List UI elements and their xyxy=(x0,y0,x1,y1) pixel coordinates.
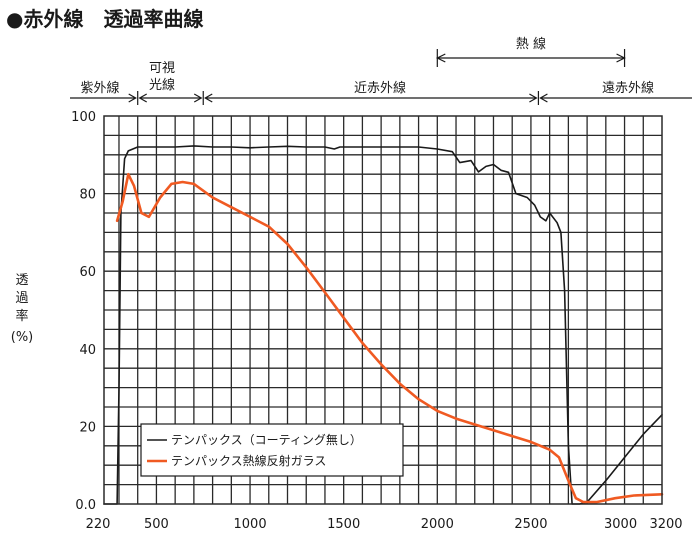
plot-border xyxy=(103,115,663,505)
heat-band-label: 熱 線 xyxy=(516,36,546,52)
plot-frame xyxy=(103,115,663,505)
y-axis-label: 透過率 (%) xyxy=(11,273,34,345)
region-label: 光線 xyxy=(149,77,175,93)
y-axis-label-char: 過 xyxy=(15,291,28,306)
x-tick-label: 500 xyxy=(144,517,169,532)
y-axis-label-char: 透 xyxy=(15,273,28,288)
legend: テンパックス（コーティング無し） テンパックス熱線反射ガラス xyxy=(140,423,404,477)
y-tick-label: 60 xyxy=(79,265,96,280)
y-tick-label: 80 xyxy=(79,188,96,203)
region-label-bg xyxy=(76,79,124,95)
x-tick-label: 3000 xyxy=(604,517,637,532)
legend-box xyxy=(140,423,404,477)
arrow-head xyxy=(193,93,203,103)
y-tick-label: 0.0 xyxy=(75,498,96,513)
x-tick-label: 3200 xyxy=(649,517,682,532)
y-axis-label-char: 率 xyxy=(15,308,28,324)
arrow-head xyxy=(616,53,626,63)
arrow-head xyxy=(539,93,548,103)
region-label: 紫外線 xyxy=(80,80,119,96)
y-axis-unit: (%) xyxy=(11,330,34,345)
y-tick-label: 20 xyxy=(79,420,96,435)
arrow-head xyxy=(204,93,213,103)
y-tick-label: 40 xyxy=(79,343,96,358)
legend-entry: テンパックス熱線反射ガラス xyxy=(171,453,326,468)
region-label-bg xyxy=(598,79,658,95)
chart-title: ●赤外線 透過率曲線 xyxy=(6,7,203,31)
x-tick-label: 2000 xyxy=(421,517,454,532)
series-line-2 xyxy=(115,172,664,504)
region-label: 可視 xyxy=(149,61,175,76)
region-label-bg xyxy=(145,59,179,92)
x-tick-label: 220 xyxy=(86,517,111,532)
arrow-head xyxy=(138,93,148,103)
x-axis-ticks: 220 500 1000 1500 2000 2500 3000 3200 xyxy=(86,517,683,532)
x-tick-label: 2500 xyxy=(514,517,547,532)
region-label-bg xyxy=(350,79,410,95)
legend-entry: テンパックス（コーティング無し） xyxy=(171,432,362,447)
series-line-1 xyxy=(103,145,663,505)
y-axis-ticks: 0.0 20 40 60 80 100 xyxy=(71,110,96,513)
x-tick-label: 1000 xyxy=(234,517,267,532)
x-tick-label: 1500 xyxy=(327,517,360,532)
region-label: 遠赤外線 xyxy=(602,80,654,96)
arrow-head xyxy=(529,93,538,103)
series-layer xyxy=(103,145,664,505)
arrow-head xyxy=(128,93,137,103)
y-tick-label: 100 xyxy=(71,110,96,125)
arrow-head xyxy=(435,53,446,63)
region-label: 近赤外線 xyxy=(354,80,406,96)
